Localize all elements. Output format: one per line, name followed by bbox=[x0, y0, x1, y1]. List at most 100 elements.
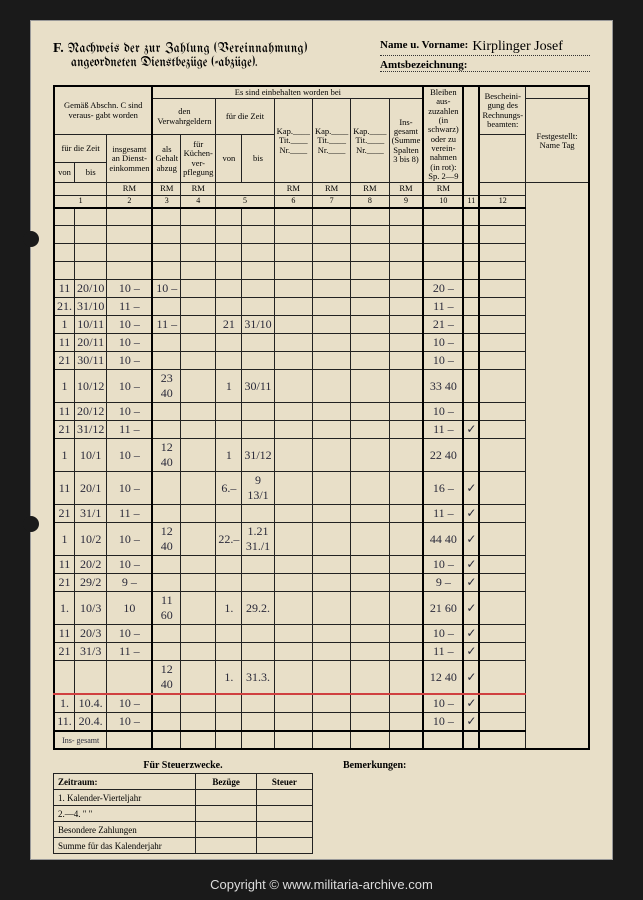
cell-c9 bbox=[389, 352, 423, 370]
cell-c12 bbox=[479, 505, 525, 523]
cell-c11: ✓ bbox=[463, 592, 479, 625]
hdr-zeit2: für die Zeit bbox=[216, 99, 274, 135]
cell-c4 bbox=[181, 574, 216, 592]
cell-c3: 12 40 bbox=[152, 661, 180, 695]
cell-c10: 10 – bbox=[423, 403, 463, 421]
cell-c5v bbox=[216, 421, 242, 439]
tax-r1-b bbox=[196, 790, 256, 806]
hdr-rm7: RM bbox=[312, 183, 350, 195]
cell-bis: 10/2 bbox=[75, 523, 107, 556]
cell-von: 11 bbox=[54, 625, 75, 643]
cell-c6 bbox=[274, 352, 312, 370]
cell-c5v bbox=[216, 334, 242, 352]
cell-von: 11 bbox=[54, 334, 75, 352]
cell-c5b: 31.3. bbox=[242, 661, 274, 695]
cell-c10: 33 40 bbox=[423, 370, 463, 403]
colnum-12: 12 bbox=[479, 195, 525, 207]
cell-bis: 10.4. bbox=[75, 694, 107, 713]
cell-von: 1 bbox=[54, 523, 75, 556]
table-header: Gemäß Abschn. C sind veraus- gabt worden… bbox=[54, 86, 589, 208]
cell-c5v bbox=[216, 208, 242, 226]
cell-c10 bbox=[423, 208, 463, 226]
hdr-blank12 bbox=[479, 183, 525, 195]
cell-c4 bbox=[181, 298, 216, 316]
cell-c6 bbox=[274, 298, 312, 316]
colnum-2: 2 bbox=[107, 195, 153, 207]
cell-von: 1. bbox=[54, 592, 75, 625]
table-row: 1.10/31011 601.29.2.21 60✓ bbox=[54, 592, 589, 625]
table-row: 110/1110 –11 –2131/1021 – bbox=[54, 316, 589, 334]
cell-c7 bbox=[312, 713, 350, 732]
cell-c5b bbox=[242, 694, 274, 713]
hdr-group1: Gemäß Abschn. C sind veraus- gabt worden bbox=[54, 86, 152, 135]
name-value: Kirplinger Josef bbox=[468, 39, 590, 55]
cell-bis: 10/3 bbox=[75, 592, 107, 625]
cell-c5v bbox=[216, 505, 242, 523]
total-c9 bbox=[389, 731, 423, 749]
cell-c6 bbox=[274, 523, 312, 556]
cell-c9 bbox=[389, 713, 423, 732]
cell-c9 bbox=[389, 316, 423, 334]
tax-row1: 1. Kalender-Vierteljahr bbox=[54, 790, 196, 806]
cell-c5b bbox=[242, 244, 274, 262]
cell-c2 bbox=[107, 262, 153, 280]
cell-c11: ✓ bbox=[463, 625, 479, 643]
total-label: Ins- gesamt bbox=[54, 731, 107, 749]
colnum-3: 3 bbox=[152, 195, 180, 207]
cell-von: 21 bbox=[54, 574, 75, 592]
cell-c3: 11 60 bbox=[152, 592, 180, 625]
name-label: Name u. Vorname: bbox=[380, 39, 468, 55]
cell-c6 bbox=[274, 556, 312, 574]
cell-c8 bbox=[351, 352, 389, 370]
cell-c8 bbox=[351, 523, 389, 556]
cell-c10: 11 – bbox=[423, 505, 463, 523]
cell-bis bbox=[75, 244, 107, 262]
cell-c12 bbox=[479, 713, 525, 732]
cell-c7 bbox=[312, 643, 350, 661]
cell-c2: 10 – bbox=[107, 625, 153, 643]
cell-c7 bbox=[312, 439, 350, 472]
cell-c3 bbox=[152, 334, 180, 352]
cell-c2 bbox=[107, 208, 153, 226]
cell-c5b: 30/11 bbox=[242, 370, 274, 403]
cell-c11 bbox=[463, 370, 479, 403]
cell-c3 bbox=[152, 556, 180, 574]
cell-c2: 11 – bbox=[107, 643, 153, 661]
document-page: F. Nachweis der zur Zahlung (Vereinnahmu… bbox=[30, 20, 613, 860]
cell-c3: 11 – bbox=[152, 316, 180, 334]
table-row: 11.20.4.10 –10 –✓ bbox=[54, 713, 589, 732]
cell-c4 bbox=[181, 280, 216, 298]
hdr-von: von bbox=[54, 163, 75, 183]
cell-c11: ✓ bbox=[463, 643, 479, 661]
cell-c5b bbox=[242, 625, 274, 643]
cell-c12 bbox=[479, 262, 525, 280]
punch-hole bbox=[23, 516, 39, 532]
cell-c7 bbox=[312, 298, 350, 316]
cell-c12 bbox=[479, 421, 525, 439]
cell-c11: ✓ bbox=[463, 661, 479, 695]
cell-c2: 10 bbox=[107, 592, 153, 625]
cell-c5v bbox=[216, 280, 242, 298]
cell-c12 bbox=[479, 574, 525, 592]
cell-c5v bbox=[216, 262, 242, 280]
hdr-rm10: RM bbox=[423, 183, 463, 195]
cell-c6 bbox=[274, 472, 312, 505]
total-c3 bbox=[152, 731, 180, 749]
cell-c10: 44 40 bbox=[423, 523, 463, 556]
cell-c9 bbox=[389, 694, 423, 713]
cell-c7 bbox=[312, 208, 350, 226]
cell-c5b bbox=[242, 298, 274, 316]
cell-c5v bbox=[216, 244, 242, 262]
table-row: 21.31/1011 –11 – bbox=[54, 298, 589, 316]
cell-von: 11 bbox=[54, 280, 75, 298]
table-row bbox=[54, 244, 589, 262]
cell-bis: 10/1 bbox=[75, 439, 107, 472]
total-c6 bbox=[274, 731, 312, 749]
cell-bis: 20.4. bbox=[75, 713, 107, 732]
cell-c12 bbox=[479, 298, 525, 316]
cell-bis: 31/12 bbox=[75, 421, 107, 439]
cell-c6 bbox=[274, 370, 312, 403]
cell-bis bbox=[75, 208, 107, 226]
cell-von: 1 bbox=[54, 316, 75, 334]
cell-c2: 10 – bbox=[107, 439, 153, 472]
